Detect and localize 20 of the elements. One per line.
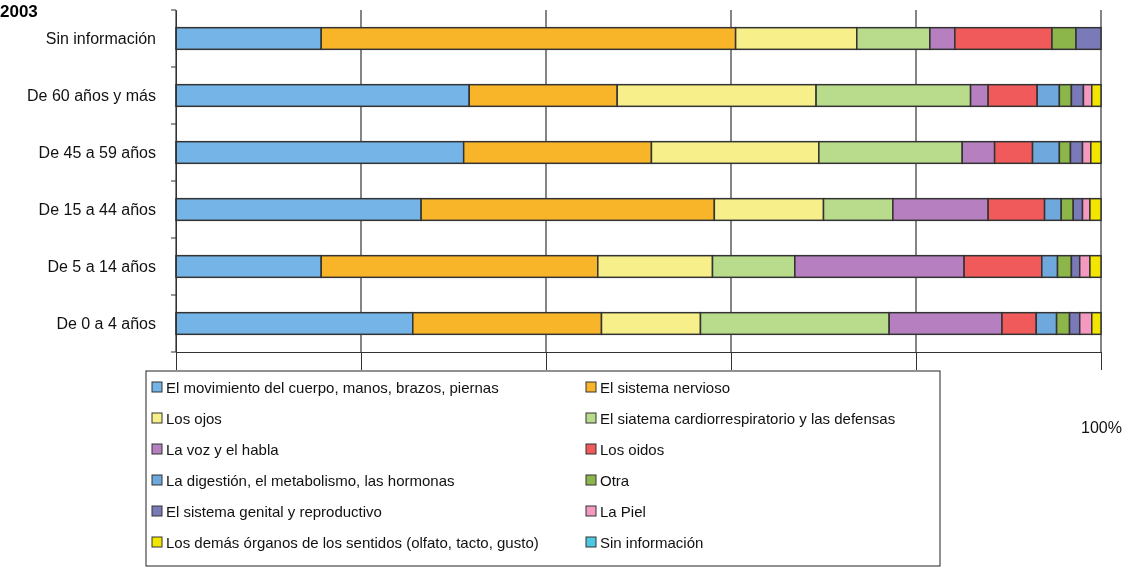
legend-label: La voz y el habla (166, 441, 280, 458)
y-tick-label: Sin información (45, 29, 156, 47)
legend-label: Los demás órganos de los sentidos (olfato, tacto, gusto) (166, 534, 539, 551)
legend-label: El movimiento del cuerpo, manos, brazos, piernas (166, 379, 499, 396)
y-tick-label: De 45 a 59 años (38, 143, 156, 161)
legend-label: Otra (600, 472, 630, 489)
legend-label: El sistema nervioso (600, 379, 731, 396)
legend-label: Sin información (600, 534, 704, 551)
y-tick-label: De 5 a 14 años (47, 257, 156, 275)
legend-label: Los oidos (600, 441, 665, 458)
y-tick-label: De 60 años y más (27, 86, 156, 104)
legend-label: La digestión, el metabolismo, las hormonas (166, 472, 455, 489)
y-tick-label: De 0 a 4 años (56, 314, 156, 332)
x-tick-label: 100% (1081, 419, 1122, 437)
y-tick-label: De 15 a 44 años (38, 200, 156, 218)
legend-label: El sistema genital y reproductivo (166, 503, 382, 520)
text: 2003 (0, 2, 38, 21)
legend-label: La Piel (600, 503, 646, 520)
legend-label: El siatema cardiorrespiratorio y las defensas (600, 410, 896, 427)
legend-label: Los ojos (166, 410, 222, 427)
